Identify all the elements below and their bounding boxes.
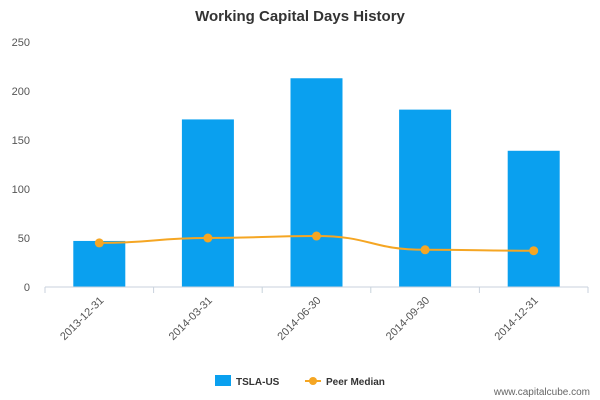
x-tick-label: 2013-12-31	[58, 295, 106, 343]
y-tick-label: 0	[24, 282, 30, 294]
y-tick-label: 50	[18, 233, 30, 245]
x-tick-label: 2014-06-30	[275, 295, 323, 343]
watermark: www.capitalcube.com	[493, 387, 590, 398]
x-tick-label: 2014-09-30	[384, 295, 432, 343]
bar-2013-12-31	[73, 240, 126, 287]
bar-2014-12-31	[507, 150, 560, 287]
peer-median-points	[94, 231, 539, 256]
peer-median-point-2014-12-31	[529, 246, 539, 256]
legend-swatch-tsla	[215, 375, 231, 386]
bar-2014-09-30	[399, 109, 452, 288]
chart-title: Working Capital Days History	[195, 8, 405, 25]
y-tick-label: 150	[12, 135, 30, 147]
peer-median-point-2013-12-31	[94, 238, 104, 248]
peer-median-point-2014-06-30	[312, 231, 321, 241]
bar-series	[73, 78, 560, 288]
legend-label-peer-median: Peer Median	[326, 377, 385, 388]
peer-median-point-2014-09-30	[420, 245, 430, 255]
x-axis-labels: 2013-12-31 2014-03-31 2014-06-30 2014-09-30…	[58, 295, 541, 343]
legend-label-tsla: TSLA-US	[236, 377, 280, 388]
peer-median-point-2014-03-31	[203, 233, 213, 243]
x-axis-tick-marks	[44, 287, 589, 293]
legend-swatch-peer-median-point	[309, 377, 317, 385]
bar-2014-03-31	[181, 119, 234, 287]
bar-2014-06-30	[290, 78, 343, 287]
x-tick-label: 2014-03-31	[167, 295, 215, 343]
y-axis-ticks: 0 50 100 150 200 250	[12, 37, 30, 294]
y-tick-label: 200	[12, 86, 30, 98]
y-tick-label: 100	[12, 184, 30, 196]
y-tick-label: 250	[12, 37, 30, 49]
legend: TSLA-US Peer Median	[215, 375, 385, 388]
x-tick-label: 2014-12-31	[493, 295, 541, 343]
